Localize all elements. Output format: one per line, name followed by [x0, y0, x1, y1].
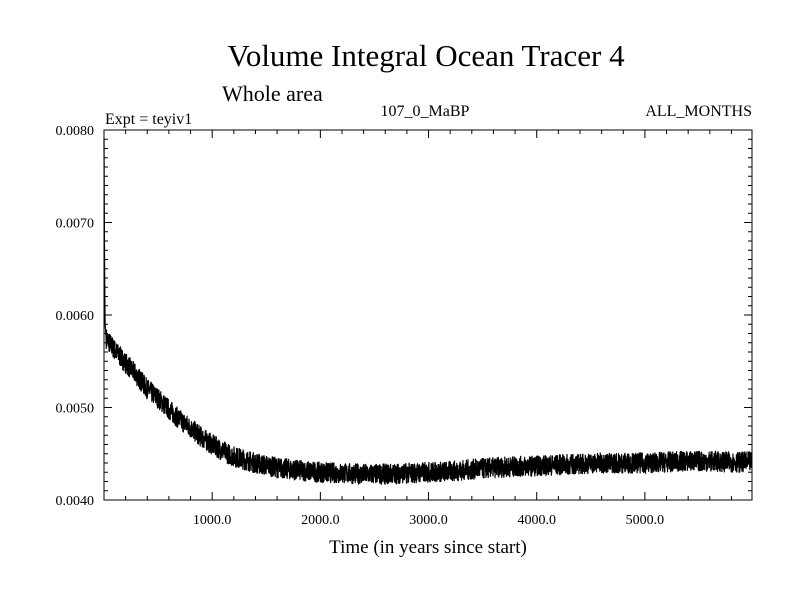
x-tick-label: 2000.0 — [301, 513, 340, 528]
x-tick-label: 4000.0 — [517, 513, 556, 528]
y-tick-label: 0.0050 — [56, 402, 95, 417]
x-tick-label: 1000.0 — [193, 513, 232, 528]
x-axis-label: Time (in years since start) — [329, 537, 527, 558]
period-label: 107_0_MaBP — [381, 103, 470, 120]
series-line — [103, 139, 753, 485]
plot-frame — [103, 129, 753, 501]
chart-title: Volume Integral Ocean Tracer 4 — [227, 38, 625, 73]
chart-subtitle: Whole area — [222, 81, 323, 106]
y-tick-label: 0.0060 — [56, 309, 95, 324]
data-layer — [103, 139, 753, 485]
experiment-label: Expt = teyiv1 — [105, 111, 192, 128]
y-tick-label: 0.0080 — [56, 124, 95, 139]
x-tick-label: 3000.0 — [409, 513, 448, 528]
y-tick-label: 0.0040 — [56, 494, 95, 509]
x-tick-label: 5000.0 — [626, 513, 665, 528]
y-tick-label: 0.0070 — [56, 217, 95, 232]
months-label: ALL_MONTHS — [645, 103, 752, 120]
ticks-layer: 1000.0 2000.0 3000.0 4000.0 5000.0 0.0040 0.00… — [56, 124, 752, 528]
